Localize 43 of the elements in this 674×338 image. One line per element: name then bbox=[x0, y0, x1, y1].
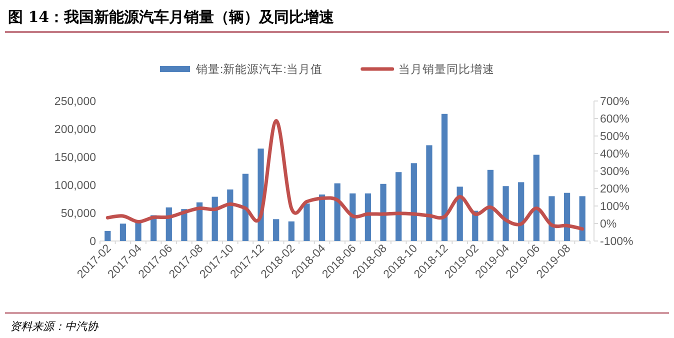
bar bbox=[318, 194, 326, 241]
y2-tick-label: 600% bbox=[600, 114, 630, 126]
y2-tick-label: 200% bbox=[600, 184, 630, 196]
bar bbox=[396, 172, 402, 241]
bar bbox=[441, 114, 448, 241]
text: 资料来源：中汽协 bbox=[10, 320, 99, 333]
chart-title: 图 14：我国新能源汽车月销量（辆）及同比增速 bbox=[8, 8, 336, 26]
bar bbox=[410, 163, 417, 241]
y2-tick-label: 0% bbox=[600, 218, 617, 230]
bar bbox=[456, 186, 463, 241]
bar bbox=[533, 154, 540, 241]
bar bbox=[426, 145, 432, 241]
bar bbox=[564, 192, 570, 241]
bar bbox=[380, 184, 386, 241]
bar bbox=[548, 196, 555, 241]
y2-tick-label: 100% bbox=[600, 201, 630, 213]
y-tick-label: 50,000 bbox=[60, 208, 96, 220]
bar bbox=[334, 183, 340, 241]
bar bbox=[579, 196, 586, 241]
y-tick-label: 200,000 bbox=[54, 124, 96, 136]
y-tick-label: 150,000 bbox=[54, 152, 96, 164]
y-tick-label: 250,000 bbox=[54, 96, 96, 108]
bar bbox=[104, 230, 111, 241]
y2-tick-label: 500% bbox=[600, 131, 630, 143]
bar bbox=[502, 186, 509, 241]
y2-tick-label: 700% bbox=[600, 96, 630, 108]
line-series bbox=[106, 119, 584, 231]
bar bbox=[487, 170, 494, 241]
bar bbox=[304, 203, 310, 241]
bar bbox=[120, 224, 126, 241]
y2-tick-label: 400% bbox=[600, 148, 630, 160]
y-tick-label: 100,000 bbox=[54, 180, 96, 192]
bar bbox=[273, 219, 280, 241]
legend-label: 销量:新能源汽车:当月值 bbox=[195, 62, 322, 76]
y2-tick-label: -100% bbox=[600, 236, 634, 248]
bar bbox=[242, 174, 249, 241]
y2-tick-label: 300% bbox=[600, 166, 630, 178]
bar bbox=[364, 193, 372, 241]
bar bbox=[227, 189, 234, 241]
y-tick-label: 0 bbox=[90, 236, 96, 248]
legend-label: 当月销量同比增速 bbox=[398, 63, 494, 76]
bar bbox=[518, 182, 524, 241]
bar bbox=[288, 221, 294, 241]
